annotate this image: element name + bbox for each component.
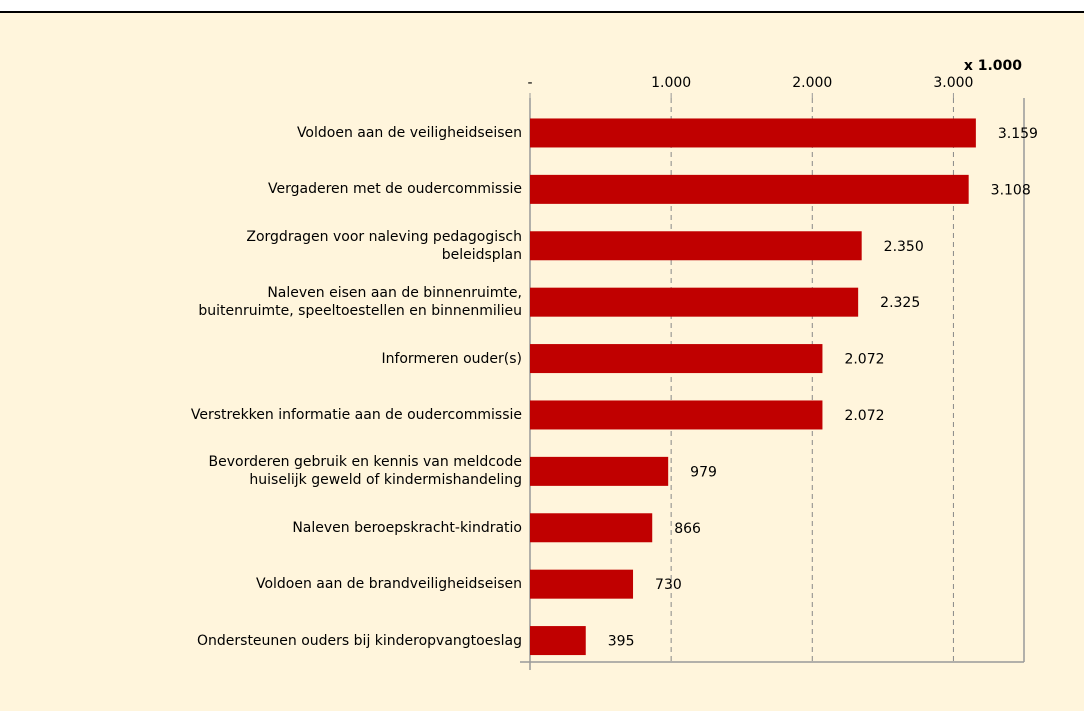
value-label: 2.325 [880, 295, 920, 311]
bar [530, 287, 859, 317]
category-label: Vergaderen met de oudercommissie [267, 181, 522, 198]
category-label: Informeren ouder(s) [381, 350, 522, 367]
x-tick-label: 1.000 [651, 75, 691, 91]
category-label: Naleven beroepskracht-kindratio [292, 519, 522, 536]
x-tick-label: 3.000 [933, 75, 973, 91]
bar [530, 231, 862, 261]
bar [530, 174, 969, 204]
value-label: 730 [655, 577, 682, 593]
bar [530, 344, 823, 374]
category-label: Verstrekken informatie aan de oudercommi… [190, 406, 522, 423]
axis-annotation: x 1.000 [964, 58, 1022, 74]
category-label: Voldoen aan de brandveiligheidseisen [255, 576, 522, 593]
bar [530, 400, 823, 430]
value-label: 395 [608, 634, 635, 650]
value-label: 2.350 [884, 239, 924, 255]
category-label: Zorgdragen voor naleving pedagogisch bel… [246, 228, 522, 263]
bar [530, 118, 976, 148]
category-label: Bevorderen gebruik en kennis van meldcod… [208, 454, 522, 489]
x-tick-label: - [527, 75, 532, 91]
value-label: 866 [674, 521, 701, 537]
value-label: 3.159 [998, 126, 1038, 142]
bar [530, 626, 586, 656]
bar [530, 456, 669, 486]
category-label: Naleven eisen aan de binnenruimte, buite… [198, 285, 522, 320]
x-tick-label: 2.000 [792, 75, 832, 91]
value-label: 979 [690, 464, 717, 480]
value-label: 2.072 [844, 408, 884, 424]
bar [530, 513, 653, 543]
bar [530, 569, 634, 599]
value-label: 3.108 [991, 182, 1031, 198]
category-label: Voldoen aan de veiligheidseisen [296, 124, 522, 141]
category-label: Ondersteunen ouders bij kinderopvangtoes… [197, 632, 522, 649]
value-label: 2.072 [844, 352, 884, 368]
